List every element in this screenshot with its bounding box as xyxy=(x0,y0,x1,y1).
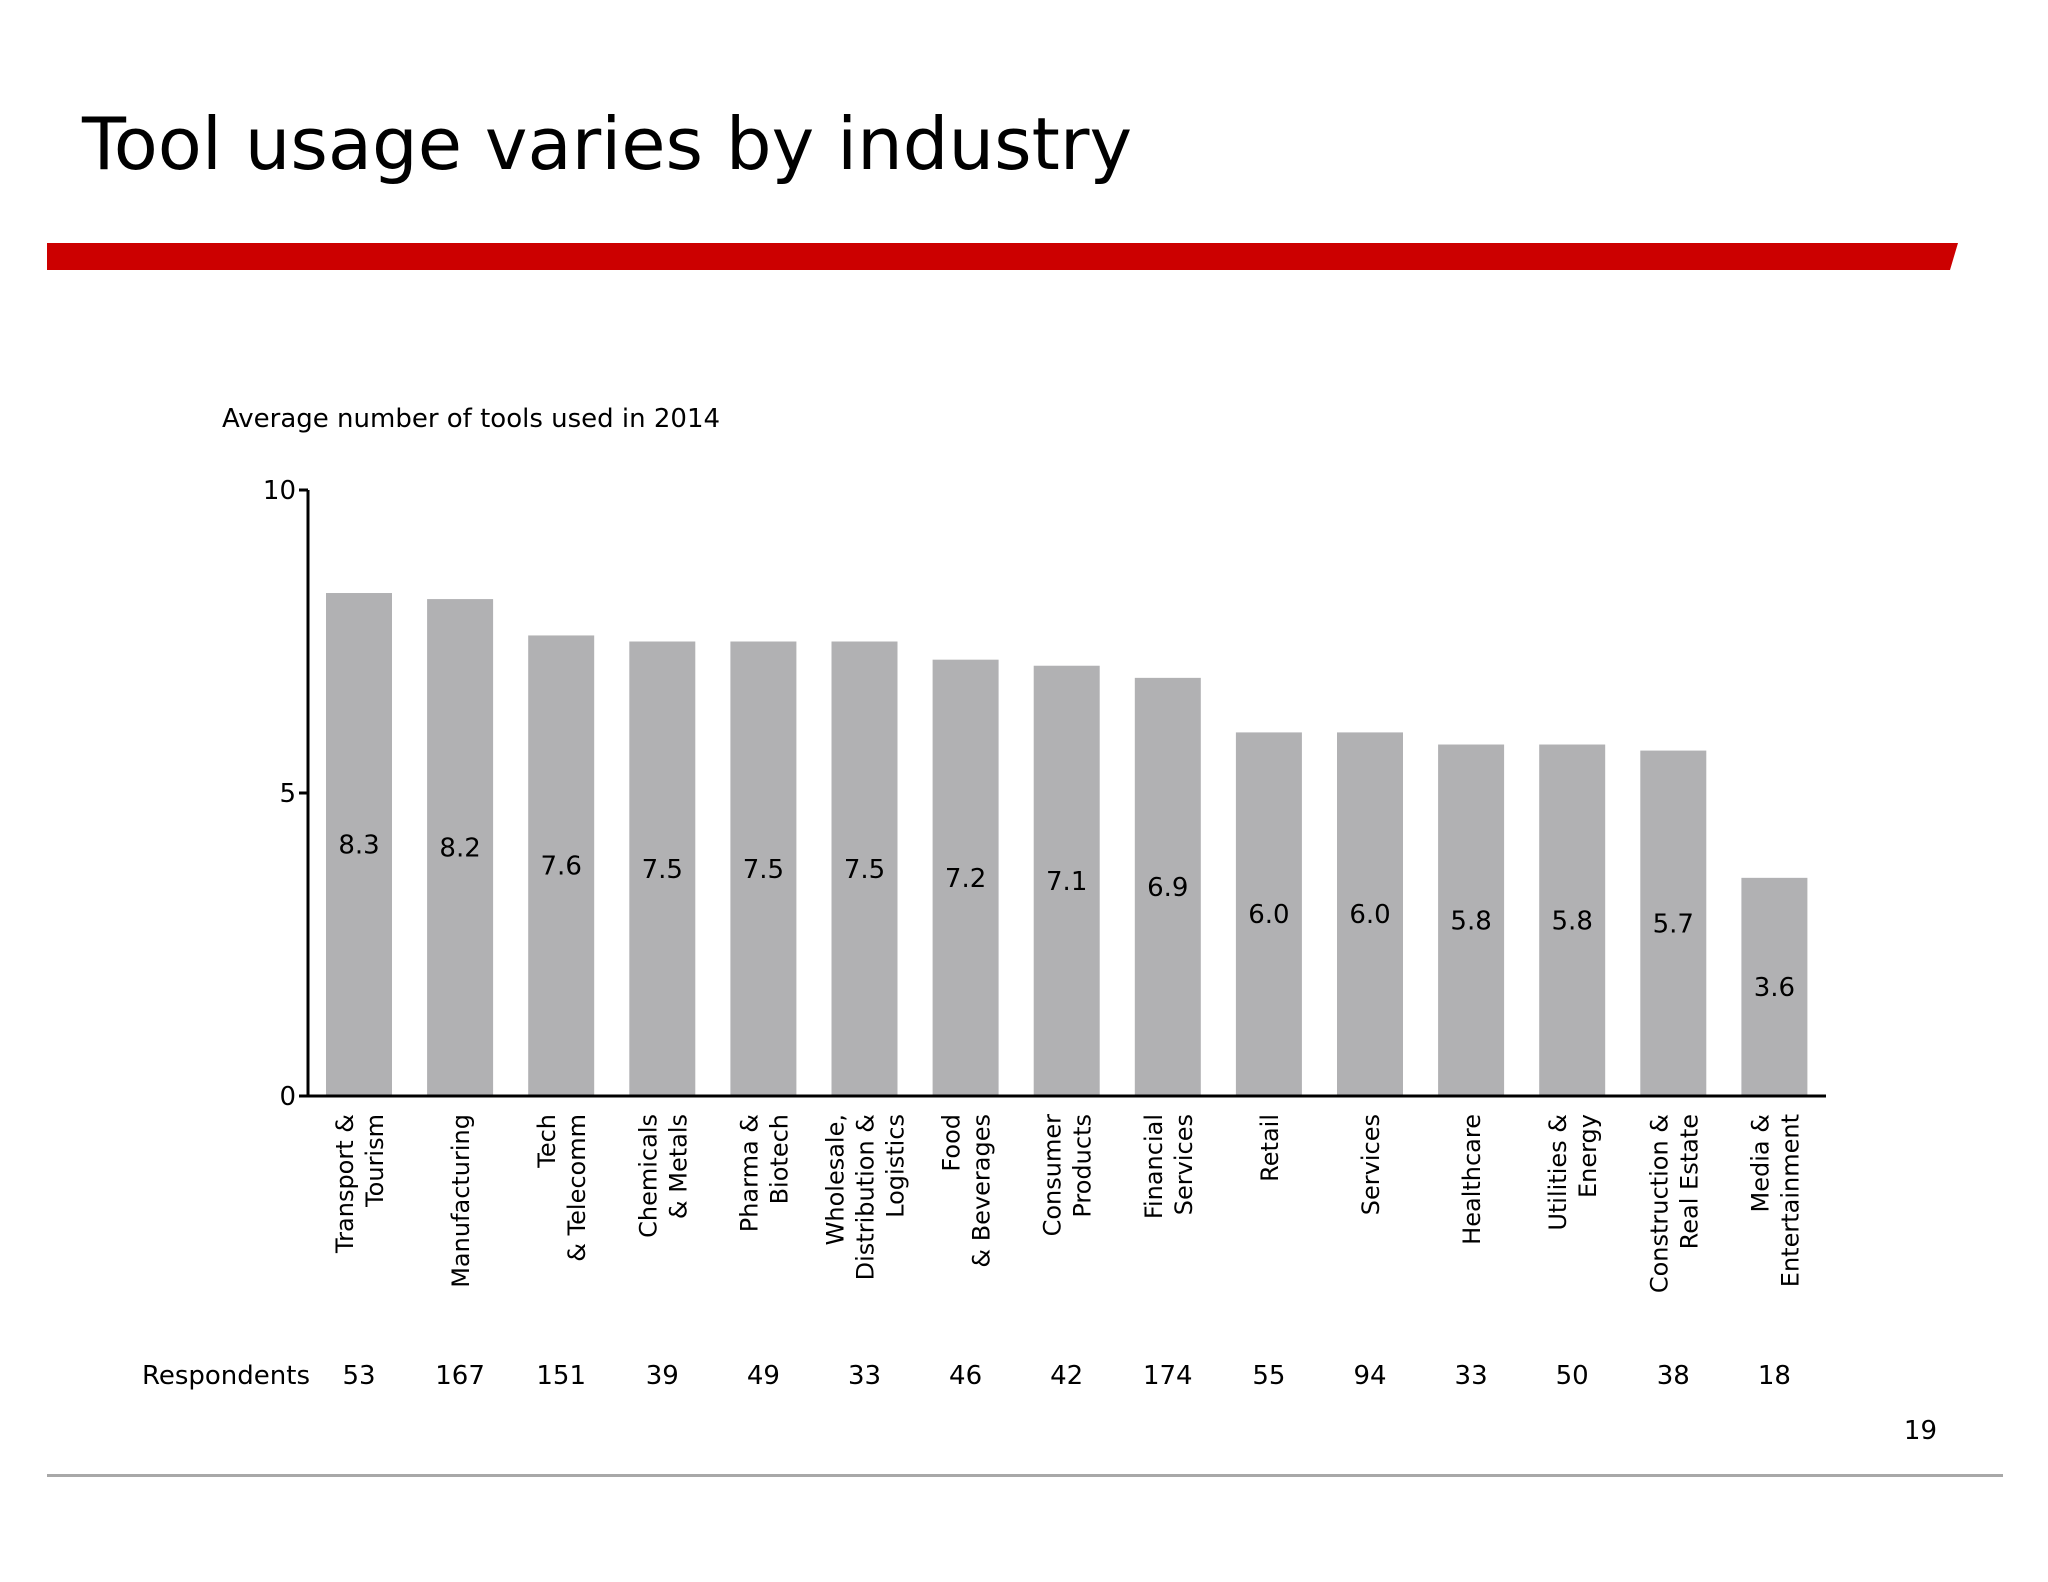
bar xyxy=(1235,732,1302,1096)
bar xyxy=(932,659,999,1096)
bar xyxy=(730,641,797,1096)
category-label: Transport &Tourism xyxy=(331,1114,389,1254)
respondents-count: 55 xyxy=(1252,1361,1285,1391)
category-label: Media &Entertainment xyxy=(1746,1114,1804,1287)
respondents-count: 42 xyxy=(1050,1361,1083,1391)
category-label: Manufacturing xyxy=(447,1114,475,1288)
bar-chart: 8.3 8.2 7.6 7.5 7.5 7.5 7.2 7.1 6.9 6.0 6.0 5.8 5.8 5… xyxy=(142,476,1826,1391)
bar xyxy=(1337,732,1403,1096)
bar xyxy=(528,635,595,1096)
respondents-count: 174 xyxy=(1143,1361,1193,1391)
page-number: 19 xyxy=(1903,1416,1937,1446)
bar xyxy=(629,641,696,1096)
y-tick-label: 10 xyxy=(263,476,296,506)
respondents-count: 33 xyxy=(848,1361,881,1391)
bar-value-label: 7.5 xyxy=(844,855,885,885)
respondents-count: 33 xyxy=(1455,1361,1488,1391)
bar xyxy=(1438,744,1505,1096)
bar xyxy=(1539,744,1606,1096)
bar-value-label: 6.0 xyxy=(1248,900,1289,930)
bar-value-label: 8.2 xyxy=(439,834,480,864)
chart-subtitle: Average number of tools used in 2014 xyxy=(222,404,721,434)
category-label: ConsumerProducts xyxy=(1039,1114,1097,1237)
footer-divider xyxy=(47,1474,2003,1477)
respondents-label: Respondents xyxy=(142,1361,310,1391)
respondents-count: 39 xyxy=(646,1361,679,1391)
respondents-count: 50 xyxy=(1556,1361,1589,1391)
bar xyxy=(1640,750,1707,1096)
category-label: Chemicals& Metals xyxy=(634,1114,692,1238)
respondents-count: 167 xyxy=(435,1361,485,1391)
bar-value-label: 7.5 xyxy=(743,855,784,885)
category-label: Retail xyxy=(1256,1114,1284,1182)
respondents-count: 18 xyxy=(1758,1361,1791,1391)
bar-value-label: 7.6 xyxy=(541,852,582,882)
accent-band xyxy=(47,243,1958,270)
bar xyxy=(427,599,494,1096)
bar xyxy=(831,641,898,1096)
respondents-count: 151 xyxy=(536,1361,586,1391)
category-label: Wholesale,Distribution &Logistics xyxy=(822,1114,910,1280)
category-label: Food& Beverages xyxy=(938,1114,996,1268)
category-label: Construction &Real Estate xyxy=(1645,1114,1703,1293)
bar xyxy=(326,593,392,1096)
bar xyxy=(1741,877,1808,1096)
bar-value-label: 5.8 xyxy=(1450,906,1491,936)
bar-value-label: 3.6 xyxy=(1754,973,1795,1003)
bar-value-label: 5.8 xyxy=(1552,906,1593,936)
y-tick-label: 0 xyxy=(279,1082,296,1112)
accent-band-shape xyxy=(47,243,1958,270)
bar-value-label: 6.9 xyxy=(1147,873,1188,903)
y-tick-label: 5 xyxy=(279,779,296,809)
category-label: Tech& Telecomm xyxy=(533,1114,591,1262)
category-label: Healthcare xyxy=(1458,1114,1486,1245)
category-label: Services xyxy=(1357,1114,1385,1215)
slide-title: Tool usage varies by industry xyxy=(82,102,1133,186)
bar xyxy=(1033,665,1100,1096)
category-label: Utilities &Energy xyxy=(1544,1114,1602,1231)
bar-value-label: 7.2 xyxy=(945,864,986,894)
bar-value-label: 7.5 xyxy=(642,855,683,885)
bar-value-label: 8.3 xyxy=(338,831,379,861)
bar-value-label: 7.1 xyxy=(1046,867,1087,897)
respondents-count: 38 xyxy=(1657,1361,1690,1391)
bar-value-label: 6.0 xyxy=(1349,900,1390,930)
category-label: FinancialServices xyxy=(1140,1114,1198,1219)
bar-value-label: 5.7 xyxy=(1653,909,1694,939)
respondents-count: 94 xyxy=(1353,1361,1386,1391)
bar xyxy=(1134,677,1201,1096)
category-label: Pharma &Biotech xyxy=(735,1114,793,1232)
respondents-count: 53 xyxy=(342,1361,375,1391)
respondents-count: 46 xyxy=(949,1361,982,1391)
respondents-count: 49 xyxy=(747,1361,780,1391)
